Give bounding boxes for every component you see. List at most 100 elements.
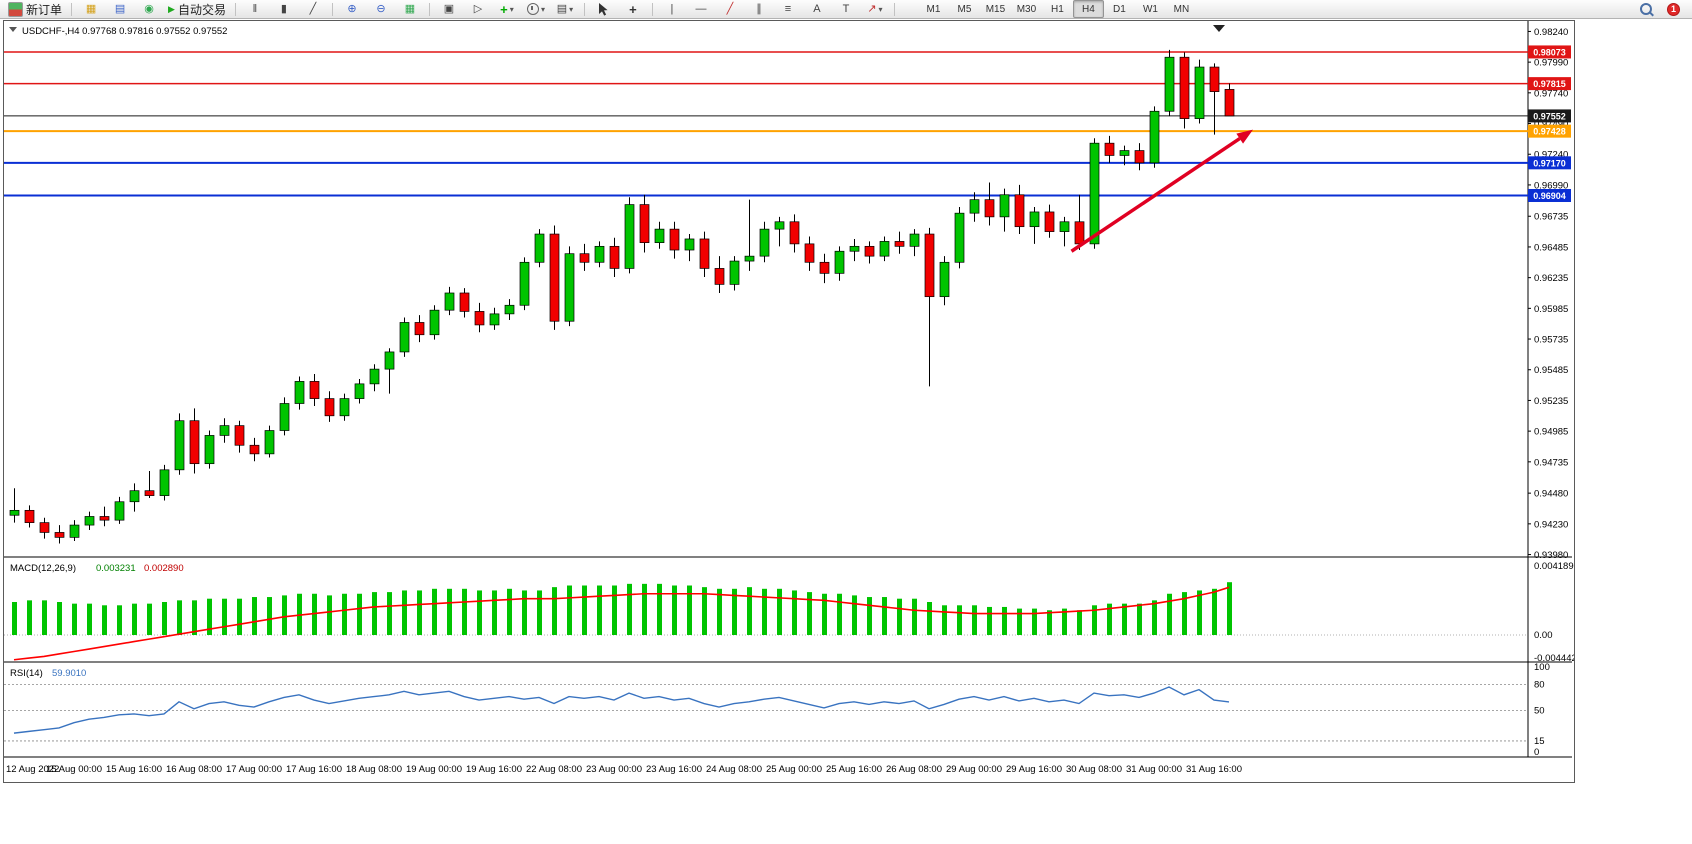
candle-body [204, 435, 215, 465]
clock-icon [526, 3, 539, 15]
macd-histogram-bar [1167, 593, 1172, 635]
candle-body [909, 233, 920, 247]
candle-body [369, 368, 380, 385]
fibonacci-tool-button[interactable]: ≡ [774, 0, 802, 18]
timeframe-h4-button[interactable]: H4 [1072, 0, 1104, 18]
timeframe-mn-button[interactable]: MN [1173, 3, 1190, 15]
indicators-button[interactable]: + ▾ [493, 0, 521, 18]
line-chart-button[interactable]: ╱ [299, 0, 327, 18]
bar-position-marker-icon [1213, 25, 1225, 32]
zoom-in-button[interactable]: ⊕ [338, 0, 366, 18]
fibonacci-icon: ≡ [784, 2, 792, 15]
candle-body [1059, 221, 1070, 232]
ohlc-bars-button[interactable]: ‖ [241, 0, 269, 18]
price-badge [1528, 188, 1571, 202]
arrows-tool-button[interactable]: ↗ ▾ [861, 0, 889, 18]
price-tick-label: 0.93980 [1534, 550, 1568, 561]
usdchf-h4-chart[interactable]: 0.98240 0.97990 0.97740 0.97490 0.97240 0.969… [4, 21, 1577, 782]
macd-histogram-bar [477, 590, 482, 635]
macd-histogram-bar [417, 590, 422, 635]
chart-window[interactable]: 0.98240 0.97990 0.97740 0.97490 0.97240 0.969… [3, 20, 1577, 783]
search-button[interactable] [1632, 0, 1660, 18]
timeframe-w1-button[interactable]: W1 [1142, 3, 1158, 15]
timeframe-m5-button[interactable]: M5 [957, 3, 972, 15]
market-watch-button[interactable]: ▦ [77, 0, 105, 18]
zoom-out-button[interactable]: ⊖ [367, 0, 395, 18]
toolbar-separator [234, 2, 236, 16]
label-tool-icon: T [842, 2, 850, 15]
timeframe-m15-button[interactable]: M15 [985, 3, 1006, 15]
macd-label: MACD(12,26,9) [10, 563, 76, 574]
date-label: 25 Aug 16:00 [826, 764, 882, 775]
navigator-button[interactable]: ◉ [135, 0, 163, 18]
timeframe-d1-button[interactable]: D1 [1113, 3, 1126, 15]
candle-body [774, 221, 785, 230]
macd-histogram-bar [87, 603, 92, 635]
candle-body [714, 268, 725, 285]
zoom-out-icon: ⊖ [376, 2, 386, 15]
data-window-button[interactable]: ▤ [106, 0, 134, 18]
candlestick-chart-button[interactable]: ▮ [270, 0, 298, 18]
candle-body [84, 516, 95, 526]
candle-body [1209, 66, 1220, 92]
trend-arrow-line[interactable] [1070, 137, 1241, 253]
date-label: 23 Aug 16:00 [646, 764, 702, 775]
candle-body [789, 221, 800, 245]
candle-body [594, 245, 605, 263]
candle-body [1074, 221, 1085, 245]
timeframe-m30-button[interactable]: M30 [1016, 3, 1037, 15]
macd-histogram-bar [117, 605, 122, 635]
candle-body [804, 243, 815, 263]
price-badge [1528, 124, 1571, 138]
channel-tool-button[interactable]: ∥ [745, 0, 773, 18]
price-badge-label: 0.98073 [1533, 47, 1566, 57]
candle-body [1029, 211, 1040, 228]
macd-histogram-bar [72, 603, 77, 635]
timeframe-m1-button[interactable]: M1 [926, 3, 941, 15]
search-icon [1640, 3, 1652, 15]
macd-histogram-bar [897, 598, 902, 635]
candle-body [1104, 142, 1115, 156]
ohlc-bars-icon: ‖ [252, 2, 258, 15]
date-label: 29 Aug 16:00 [1006, 764, 1062, 775]
templates-button[interactable]: ▤ ▾ [551, 0, 579, 18]
candle-body [354, 383, 365, 399]
candle-body [234, 425, 245, 446]
crosshair-button[interactable]: + [619, 0, 647, 18]
price-tick-label: 0.97990 [1534, 58, 1568, 69]
timeframe-h1-button[interactable]: H1 [1051, 3, 1064, 15]
new-order-button[interactable]: 新订单 [4, 0, 66, 18]
new-chart-button[interactable]: ▣ [435, 0, 463, 18]
candle-body [474, 311, 485, 326]
macd-histogram-bar [57, 602, 62, 635]
candle-body [309, 381, 320, 399]
price-tick-label: 0.96485 [1534, 242, 1568, 253]
macd-histogram-bar [657, 583, 662, 635]
macd-histogram-bar [1122, 603, 1127, 635]
periods-button[interactable]: ▾ [522, 0, 550, 18]
label-tool-button[interactable]: T [832, 0, 860, 18]
trendline-tool-button[interactable]: ╱ [716, 0, 744, 18]
macd-histogram-bar [462, 588, 467, 635]
chart-shift-button[interactable]: ▷ [464, 0, 492, 18]
text-tool-button[interactable]: A [803, 0, 831, 18]
price-tick-label: 0.95985 [1534, 304, 1568, 315]
notification-badge[interactable]: 1 [1667, 2, 1680, 16]
tile-windows-icon: ▦ [404, 2, 416, 15]
macd-histogram-bar [327, 595, 332, 635]
macd-histogram-bar [267, 597, 272, 635]
horizontal-line-tool-button[interactable]: — [687, 0, 715, 18]
candle-body [1149, 110, 1160, 164]
tile-windows-button[interactable]: ▦ [396, 0, 424, 18]
candle-body [1089, 142, 1100, 245]
vertical-line-tool-button[interactable]: | [658, 0, 686, 18]
cursor-button[interactable] [590, 0, 618, 18]
macd-histogram-bar [357, 593, 362, 635]
price-tick-label: 0.94735 [1534, 457, 1568, 468]
one-click-trading-toggle-icon[interactable] [9, 27, 17, 32]
trend-arrow-head[interactable] [1236, 129, 1253, 144]
candle-body [384, 351, 395, 370]
rsi-axis-label: 15 [1534, 736, 1545, 747]
auto-trading-button[interactable]: ▶ 自动交易 [164, 0, 230, 18]
candle-body [9, 509, 20, 516]
